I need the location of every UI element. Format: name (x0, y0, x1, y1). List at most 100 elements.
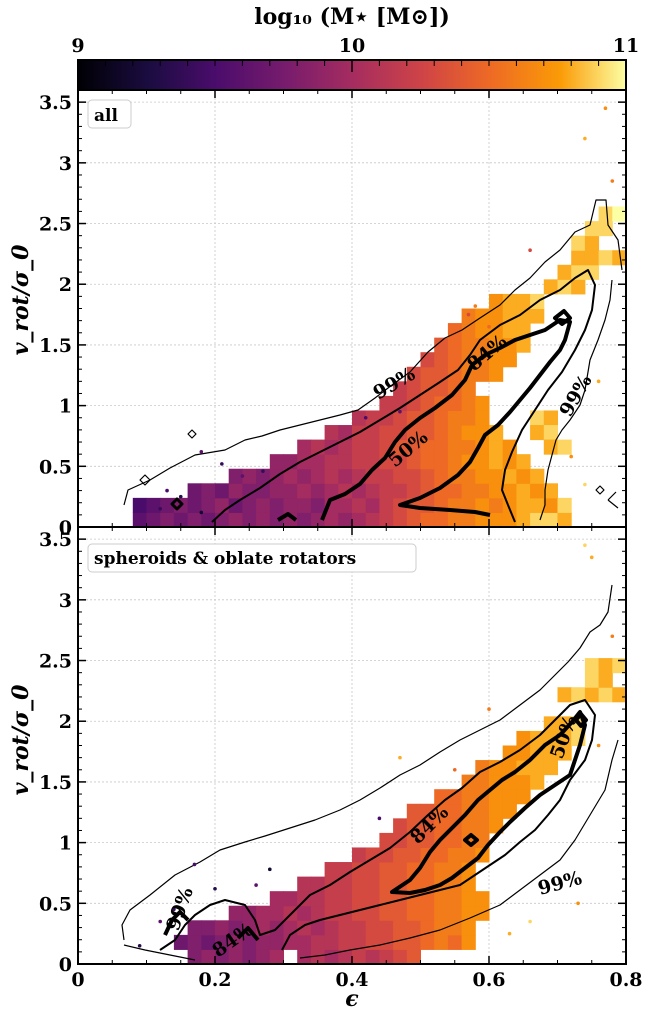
heatmap-bin (406, 439, 421, 455)
scatter-point (452, 767, 457, 772)
contour-label-99-lower: 99% (536, 867, 585, 900)
contour-50-island-a (463, 833, 479, 847)
heatmap-bin (338, 468, 353, 484)
heatmap-bin (612, 206, 626, 222)
heatmap-bin (352, 949, 367, 964)
colorbar-label: log₁₀ (M⋆ [M⊙]) (254, 4, 450, 30)
heatmap-bin (379, 468, 394, 484)
heatmap-bin (256, 468, 271, 484)
heatmap-bin (502, 789, 517, 805)
heatmap-bin (461, 468, 476, 484)
heatmap-bin (598, 672, 613, 688)
colorbar-minor-ticks (77, 60, 627, 72)
heatmap-bin (393, 862, 408, 878)
heatmap-bin (406, 454, 421, 470)
heatmap-bin (475, 832, 490, 848)
heatmap-bin (447, 891, 463, 907)
heatmap-bin (530, 425, 545, 441)
heatmap-bin (406, 818, 421, 834)
heatmap-bin (420, 832, 435, 848)
heatmap-bin (447, 454, 463, 470)
heatmap-bin (420, 439, 435, 455)
heatmap-bin (269, 512, 284, 527)
scatter-point (596, 379, 601, 384)
heatmap-bin (516, 730, 531, 746)
heatmap-bin (297, 949, 312, 964)
heatmap-bin (447, 512, 463, 527)
heatmap-bin (365, 891, 380, 907)
scatter-point (158, 919, 162, 924)
heatmap-bin (146, 512, 161, 527)
x-axis-title: ϵ (345, 986, 359, 1012)
heatmap-bin (434, 337, 449, 353)
heatmap-bin (461, 512, 476, 527)
heatmap-bin (516, 454, 531, 470)
scatter-point (213, 886, 217, 891)
contour-small-a (139, 474, 151, 486)
scatter-point (178, 494, 183, 499)
y-tick-label: 0.5 (39, 456, 72, 478)
heatmap-bin (365, 425, 380, 441)
heatmap-bin (393, 468, 408, 484)
contour-50-island-b (574, 712, 588, 728)
heatmap-bin (393, 454, 408, 470)
heatmap-bin (310, 483, 326, 499)
scatter-point (576, 901, 580, 906)
heatmap-bin (379, 512, 394, 527)
contours (123, 199, 623, 523)
heatmap-bin (461, 497, 476, 513)
heatmap-bin (475, 818, 490, 834)
y-tick-label: 0 (59, 954, 72, 976)
heatmap-bin (365, 483, 380, 499)
heatmap-bin (160, 512, 175, 527)
y-axis-title-bottom: v_rot/σ_0 (8, 684, 34, 795)
heatmap-bin (475, 803, 490, 819)
heatmap-bin (352, 934, 367, 950)
heatmap-bin (297, 483, 312, 499)
heatmap-bin (324, 934, 339, 950)
heatmap-bin (215, 949, 230, 964)
heatmap-bin (406, 483, 421, 499)
heatmap-bin (187, 512, 202, 527)
contour-84-left (163, 910, 190, 936)
heatmap-bin (365, 905, 380, 921)
heatmap-bin (543, 760, 558, 776)
contour-small-e (170, 497, 184, 511)
heatmap-bin (516, 337, 531, 353)
heatmap-bin (516, 293, 531, 309)
heatmap-bin (571, 687, 586, 703)
heatmap-bin (557, 497, 572, 513)
heatmap-bin (310, 934, 326, 950)
heatmap-bin (543, 512, 558, 527)
heatmap-bin (447, 847, 463, 863)
heatmap-bin (324, 891, 339, 907)
heatmap-bin (406, 366, 421, 382)
y-tick-label: 1 (59, 396, 72, 418)
heatmap-bin (201, 934, 216, 950)
heatmap-bin (365, 920, 380, 936)
heatmap-bin (475, 323, 490, 339)
heatmap-bin (324, 949, 339, 964)
heatmap-bin (310, 920, 326, 936)
heatmap-bin (420, 934, 435, 950)
heatmap-bin (475, 366, 490, 382)
heatmap-bin (420, 468, 435, 484)
scatter-point (220, 462, 224, 466)
heatmap-bin (379, 949, 394, 964)
heatmap-bin (393, 410, 408, 426)
heatmap-bin (584, 672, 600, 688)
scatter-point (172, 907, 176, 912)
heatmap-bin (365, 512, 380, 527)
heatmap-bin (393, 512, 408, 527)
contour-label-99-right: 99% (555, 371, 596, 421)
heatmap-bin (187, 949, 202, 964)
y-tick-label: 3.5 (39, 529, 72, 551)
heatmap-bin (584, 687, 600, 703)
y-tick-label: 2 (59, 274, 72, 296)
y-tick-label: 1.5 (39, 772, 72, 794)
panel-all: 99% 84% 50% 99% all 00.511.522.533.5 (39, 89, 627, 539)
heatmap-bin (201, 920, 216, 936)
heatmap-bin (420, 862, 435, 878)
heatmap-bin (338, 920, 353, 936)
heatmap-bin (489, 308, 504, 324)
